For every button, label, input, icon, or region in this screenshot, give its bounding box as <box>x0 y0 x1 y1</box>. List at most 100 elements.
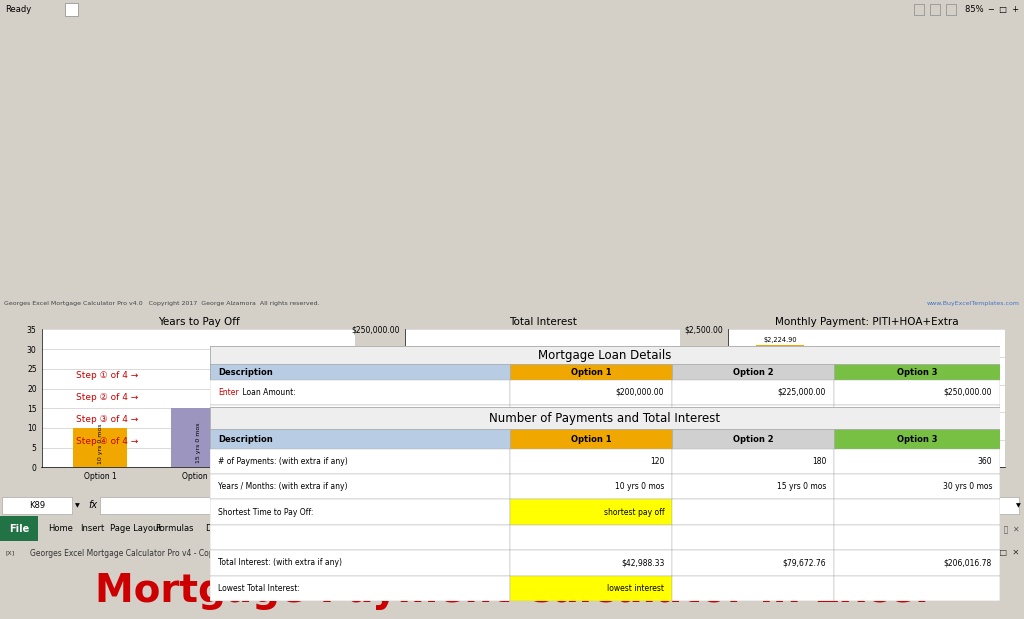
Text: Ready: Ready <box>5 5 32 14</box>
Text: Step ② of 4 →: Step ② of 4 → <box>76 392 138 402</box>
Bar <box>672 474 835 500</box>
Text: Enter: Enter <box>218 413 239 422</box>
Bar <box>210 449 510 474</box>
Text: Developer: Developer <box>298 524 342 533</box>
Bar <box>510 380 672 405</box>
Text: $42,988.33: $42,988.33 <box>621 558 665 568</box>
Text: Data: Data <box>205 524 225 533</box>
Bar <box>757 345 804 467</box>
Text: Years / Months: (with extra if any): Years / Months: (with extra if any) <box>218 482 347 491</box>
Text: # of Payments: (with extra if any): # of Payments: (with extra if any) <box>218 457 348 466</box>
Text: K89: K89 <box>29 501 45 510</box>
Text: Option 3: Option 3 <box>897 435 937 443</box>
Bar <box>930 391 977 467</box>
Bar <box>210 474 510 500</box>
Text: ◄  ►: ◄ ► <box>976 487 992 496</box>
Text: 30 yrs 0 mos: 30 yrs 0 mos <box>943 482 992 491</box>
Bar <box>672 449 835 474</box>
Bar <box>835 430 1000 454</box>
Bar <box>835 525 1000 550</box>
Text: ◄  ►: ◄ ► <box>810 487 826 496</box>
Text: Formulas: Formulas <box>155 524 194 533</box>
Text: $42,988.33: $42,988.33 <box>438 436 475 443</box>
Text: Fixed Interest Rate:: Fixed Interest Rate: <box>240 413 316 422</box>
Text: Georges Excel Mortgage Calculator Pro v4 - Copyright 2017 George Alzamora.xlsx -: Georges Excel Mortgage Calculator Pro v4… <box>30 548 410 558</box>
Text: Insert: Insert <box>80 524 104 533</box>
Bar <box>0 516 38 541</box>
Text: ♡  ?  ─  🗗  ✕: ♡ ? ─ 🗗 ✕ <box>974 524 1019 533</box>
Bar <box>672 405 835 430</box>
Text: Option 3: Option 3 <box>897 368 937 376</box>
Bar <box>835 430 1000 449</box>
Text: Home: Home <box>48 524 73 533</box>
Bar <box>672 364 835 380</box>
Text: Enter: Enter <box>218 388 239 397</box>
Text: ▼: ▼ <box>1016 503 1021 508</box>
Bar <box>672 430 835 449</box>
Text: fx: fx <box>88 501 97 511</box>
Bar <box>510 405 672 430</box>
Text: $79,672.76: $79,672.76 <box>782 558 826 568</box>
Bar <box>510 479 672 504</box>
Text: ▼: ▼ <box>75 503 80 508</box>
Bar <box>210 525 510 550</box>
Text: Review: Review <box>234 524 265 533</box>
Bar <box>835 500 1000 525</box>
Text: 10 yrs 0 mos: 10 yrs 0 mos <box>98 424 102 464</box>
Bar <box>835 449 1000 474</box>
Title: Years to Pay Off: Years to Pay Off <box>158 317 240 327</box>
Bar <box>510 430 672 454</box>
Text: Loan Term in Years:: Loan Term in Years: <box>240 438 316 446</box>
Bar <box>672 550 835 576</box>
Bar <box>210 550 510 576</box>
Text: $1,386.71: $1,386.71 <box>937 384 970 389</box>
Text: Description: Description <box>218 435 272 443</box>
Text: www.BuyExcelTemplates.com: www.BuyExcelTemplates.com <box>927 301 1020 306</box>
Bar <box>672 454 835 479</box>
Text: Mortgage Loan Details: Mortgage Loan Details <box>539 348 672 361</box>
Bar <box>510 525 672 550</box>
Text: 180: 180 <box>812 457 826 466</box>
Bar <box>210 364 510 380</box>
Text: Loan Amount:: Loan Amount: <box>240 388 296 397</box>
Text: ◄  ►: ◄ ► <box>648 487 665 496</box>
Bar <box>210 346 1000 364</box>
Bar <box>946 4 956 15</box>
Text: Step ③ of 4 →: Step ③ of 4 → <box>76 415 138 423</box>
Text: 10: 10 <box>654 438 665 446</box>
Bar <box>65 3 78 16</box>
Bar <box>672 479 835 504</box>
Text: 30: 30 <box>982 438 992 446</box>
Bar <box>835 364 1000 380</box>
Bar <box>510 576 672 601</box>
Text: Scroll Bars to adjust extra payments:: Scroll Bars to adjust extra payments: <box>218 487 360 496</box>
Text: Option 2: Option 2 <box>733 368 773 376</box>
Bar <box>510 364 672 380</box>
Text: 85%  ─  □  +: 85% ─ □ + <box>965 5 1019 14</box>
Text: Georges Excel Mortgage Calculator Pro v4.0   Copyright 2017  George Alzamora  Al: Georges Excel Mortgage Calculator Pro v4… <box>4 301 319 306</box>
Text: 15: 15 <box>816 438 826 446</box>
Title: Total Interest: Total Interest <box>509 317 577 327</box>
Text: Description: Description <box>218 368 272 376</box>
Bar <box>210 576 510 601</box>
Bar <box>835 474 1000 500</box>
Bar <box>835 405 1000 430</box>
Bar <box>930 4 940 15</box>
Text: ─  □  ✕: ─ □ ✕ <box>988 548 1019 558</box>
Text: 10 yrs 0 mos: 10 yrs 0 mos <box>614 482 665 491</box>
Bar <box>510 449 672 474</box>
Text: 15 yrs 0 mos: 15 yrs 0 mos <box>196 422 201 462</box>
Text: Page Layout: Page Layout <box>110 524 162 533</box>
Text: $79,672.76: $79,672.76 <box>523 416 561 422</box>
Bar <box>835 454 1000 479</box>
Text: Acrobat: Acrobat <box>340 524 373 533</box>
Text: Option 1: Option 1 <box>570 435 611 443</box>
Bar <box>210 405 510 430</box>
Text: Shortest Time to Pay Off:: Shortest Time to Pay Off: <box>218 508 313 517</box>
Title: Monthly Payment: PITI+HOA+Extra: Monthly Payment: PITI+HOA+Extra <box>775 317 958 327</box>
Text: File: File <box>9 524 29 534</box>
Bar <box>210 454 510 479</box>
Bar <box>672 576 835 601</box>
Bar <box>210 407 1000 430</box>
Text: Enter: Enter <box>218 462 239 471</box>
